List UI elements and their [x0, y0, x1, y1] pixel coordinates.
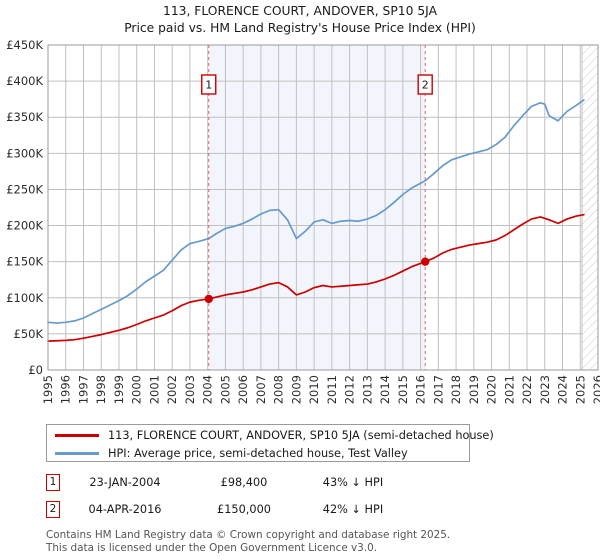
svg-text:1999: 1999 — [112, 375, 126, 404]
chart-legend: 113, FLORENCE COURT, ANDOVER, SP10 5JA (… — [46, 424, 494, 462]
svg-text:£150K: £150K — [6, 255, 43, 269]
page-title: 113, FLORENCE COURT, ANDOVER, SP10 5JA — [163, 4, 437, 18]
svg-text:2023: 2023 — [538, 375, 552, 404]
svg-text:2021: 2021 — [502, 375, 516, 404]
legend-swatch-blue — [55, 451, 99, 455]
svg-text:£400K: £400K — [6, 74, 43, 88]
svg-text:2012: 2012 — [343, 375, 357, 404]
svg-text:2000: 2000 — [130, 375, 144, 404]
transaction-hpi-delta: 43% ↓ HPI — [322, 475, 384, 489]
transaction-price: £150,000 — [217, 502, 271, 516]
transaction-hpi-delta: 42% ↓ HPI — [322, 502, 384, 516]
svg-text:2: 2 — [422, 79, 429, 92]
svg-text:2025: 2025 — [573, 375, 587, 404]
svg-text:1998: 1998 — [94, 375, 108, 404]
svg-text:2007: 2007 — [254, 375, 268, 404]
transaction-date: 04-APR-2016 — [88, 502, 162, 516]
svg-text:2009: 2009 — [289, 375, 303, 404]
shaded-band — [208, 45, 426, 370]
y-axis-labels: £0 £50K £100K £150K £200K £250K £300K £350K £400… — [6, 38, 43, 377]
svg-text:2004: 2004 — [201, 375, 215, 404]
svg-text:2026: 2026 — [591, 375, 600, 404]
svg-text:2016: 2016 — [414, 375, 428, 404]
transaction-row[interactable]: 1 23-JAN-2004 £98,400 43% ↓ HPI — [46, 473, 408, 491]
svg-text:1996: 1996 — [59, 375, 73, 404]
svg-text:2003: 2003 — [183, 375, 197, 404]
svg-text:2011: 2011 — [325, 375, 339, 404]
svg-text:2008: 2008 — [272, 375, 286, 404]
svg-text:2019: 2019 — [467, 375, 481, 404]
legend-label-hpi: HPI: Average price, semi-detached house,… — [108, 446, 408, 460]
svg-text:£200K: £200K — [6, 219, 43, 233]
transaction-date: 23-JAN-2004 — [89, 475, 161, 489]
legend-item-hpi: HPI: Average price, semi-detached house,… — [55, 444, 469, 462]
svg-text:£300K: £300K — [6, 146, 43, 160]
svg-text:1995: 1995 — [41, 375, 55, 404]
svg-text:2010: 2010 — [307, 375, 321, 404]
transaction-badge: 2 — [46, 500, 60, 518]
svg-text:2014: 2014 — [378, 375, 392, 404]
svg-text:£250K: £250K — [6, 182, 43, 196]
footer-copyright: Contains HM Land Registry data © Crown c… — [46, 529, 451, 541]
svg-text:2002: 2002 — [165, 375, 179, 404]
svg-text:2017: 2017 — [431, 375, 445, 404]
svg-text:2001: 2001 — [147, 375, 161, 404]
x-axis-labels: 1995 1996 1997 1998 1999 2000 2001 2002 2003 2004… — [41, 375, 600, 404]
svg-text:£100K: £100K — [6, 291, 43, 305]
grid-lines — [47, 44, 599, 371]
transaction-markers — [204, 257, 430, 304]
svg-text:2020: 2020 — [485, 375, 499, 404]
legend-label-price-paid: 113, FLORENCE COURT, ANDOVER, SP10 5JA (… — [108, 428, 494, 442]
svg-text:£50K: £50K — [14, 327, 44, 341]
svg-text:2006: 2006 — [236, 375, 250, 404]
plot-frame — [47, 44, 599, 371]
transaction-price: £98,400 — [220, 475, 268, 489]
legend-item-price-paid: 113, FLORENCE COURT, ANDOVER, SP10 5JA (… — [55, 426, 494, 444]
svg-text:2018: 2018 — [449, 375, 463, 404]
footer-licence: This data is licensed under the Open Gov… — [46, 541, 378, 554]
attribution-footer: Contains HM Land Registry data © Crown c… — [46, 529, 586, 554]
svg-text:£0: £0 — [28, 363, 43, 377]
svg-text:1997: 1997 — [76, 375, 90, 404]
transaction-row[interactable]: 2 04-APR-2016 £150,000 42% ↓ HPI — [46, 500, 408, 518]
svg-text:£350K: £350K — [6, 110, 43, 124]
hatched-region — [581, 44, 599, 371]
svg-text:2005: 2005 — [218, 375, 232, 404]
legend-swatch-red — [55, 433, 99, 437]
transaction-badge: 1 — [46, 473, 60, 491]
svg-text:1: 1 — [205, 79, 212, 92]
svg-text:2022: 2022 — [520, 375, 534, 404]
svg-text:2024: 2024 — [556, 375, 570, 404]
data-series — [47, 99, 585, 342]
page-subtitle: Price paid vs. HM Land Registry's House … — [124, 21, 476, 35]
svg-text:2013: 2013 — [360, 375, 374, 404]
svg-text:2015: 2015 — [396, 375, 410, 404]
chart-title-block: 113, FLORENCE COURT, ANDOVER, SP10 5JA P… — [0, 3, 600, 37]
svg-text:£450K: £450K — [6, 38, 43, 52]
